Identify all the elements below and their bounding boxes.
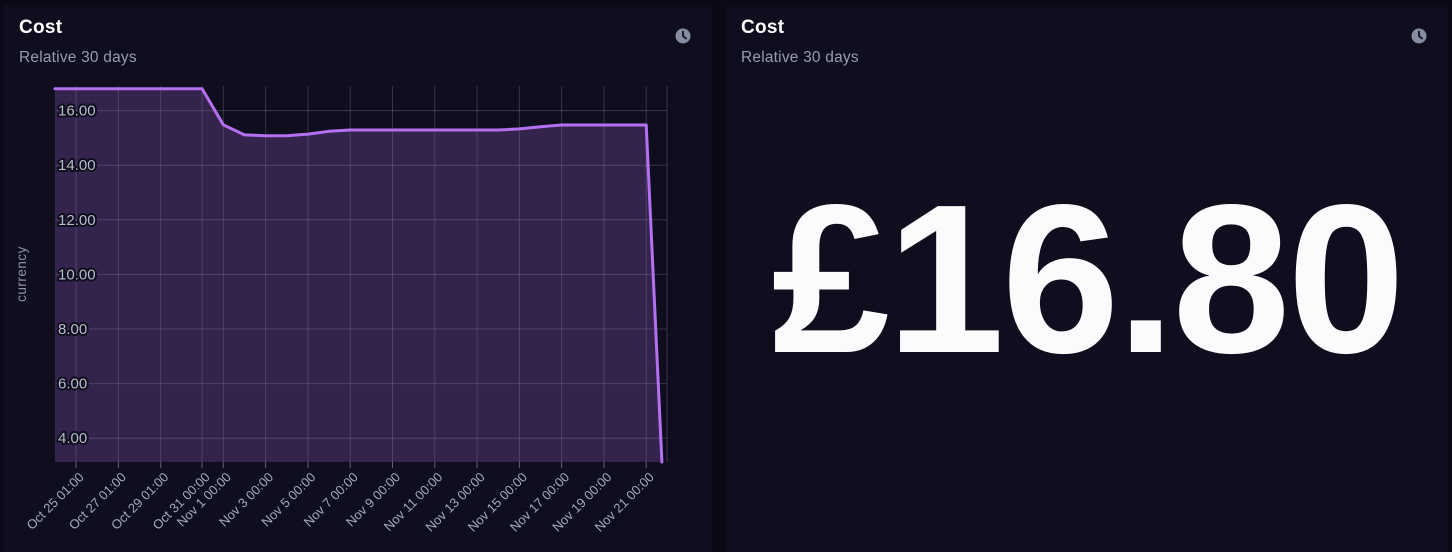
clock-icon [1410, 27, 1428, 45]
svg-text:10.00: 10.00 [58, 266, 96, 283]
cost-value-panel: £16.80 Cost Relative 30 days [726, 5, 1448, 552]
svg-text:8.00: 8.00 [58, 321, 87, 338]
svg-text:currency: currency [14, 246, 29, 302]
panel-title: Cost [741, 17, 785, 38]
svg-text:12.00: 12.00 [58, 212, 96, 229]
svg-text:16.00: 16.00 [58, 103, 96, 120]
svg-text:6.00: 6.00 [58, 376, 87, 393]
cost-chart-panel: 16.00 14.00 12.00 10.00 8.00 6.00 4.00 Oct 25 0… [4, 5, 712, 552]
panel-header: Cost Relative 30 days [741, 17, 1400, 67]
panel-title: Cost [19, 17, 63, 38]
panel-header: Cost Relative 30 days [19, 17, 664, 67]
svg-text:4.00: 4.00 [58, 430, 87, 447]
panel-subtitle: Relative 30 days [19, 48, 137, 66]
clock-icon [674, 27, 692, 45]
svg-text:14.00: 14.00 [58, 157, 96, 174]
cost-value: £16.80 [771, 159, 1405, 397]
panel-subtitle: Relative 30 days [741, 48, 859, 66]
